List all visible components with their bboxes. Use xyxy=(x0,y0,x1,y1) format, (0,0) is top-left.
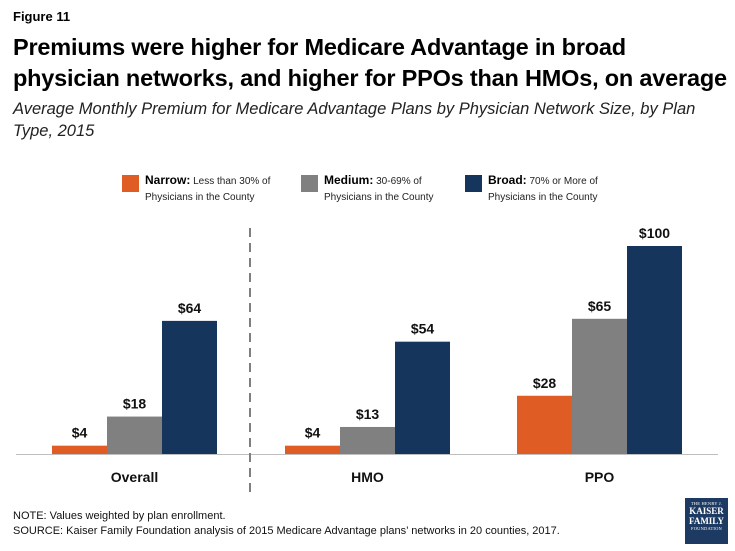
data-label-overall-medium: $18 xyxy=(123,396,147,412)
legend-item-narrow: Narrow: Less than 30% of Physicians in t… xyxy=(122,172,270,206)
legend-line1-narrow: Less than 30% of xyxy=(190,176,271,187)
bar-hmo-broad xyxy=(395,341,450,454)
chart-title: Premiums were higher for Medicare Advant… xyxy=(13,34,727,91)
legend-line2-narrow: Physicians in the County xyxy=(145,192,255,203)
chart-subtitle: Average Monthly Premium for Medicare Adv… xyxy=(13,100,696,140)
bar-overall-medium xyxy=(107,416,162,454)
logo-line1: THE HENRY J. xyxy=(690,501,723,506)
data-label-overall-narrow: $4 xyxy=(72,425,88,441)
legend-item-broad: Broad: 70% or More of Physicians in the … xyxy=(465,172,598,206)
bar-hmo-medium xyxy=(340,426,395,454)
legend-swatch-narrow xyxy=(122,175,139,192)
legend-line2-medium: Physicians in the County xyxy=(324,192,434,203)
category-label-overall: Overall xyxy=(111,469,158,485)
figure-label: Figure 11 xyxy=(13,9,71,24)
logo-line2: KAISER xyxy=(689,506,724,516)
source-text: SOURCE: Kaiser Family Foundation analysi… xyxy=(13,525,560,537)
note-text: NOTE: Values weighted by plan enrollment… xyxy=(13,510,226,522)
legend-line1-broad: 70% or More of xyxy=(526,176,598,187)
legend-line2-broad: Physicians in the County xyxy=(488,192,598,203)
data-label-hmo-broad: $54 xyxy=(411,321,435,337)
bar-ppo-broad xyxy=(627,246,682,454)
legend-bold-narrow: Narrow: xyxy=(145,173,191,187)
data-label-ppo-medium: $65 xyxy=(588,298,612,314)
kff-logo: THE HENRY J. KAISER FAMILY FOUNDATION xyxy=(685,498,728,544)
legend-bold-broad: Broad: xyxy=(488,173,527,187)
logo-line4: FOUNDATION xyxy=(691,526,722,531)
category-label-ppo: PPO xyxy=(585,469,615,485)
bar-hmo-narrow xyxy=(285,445,340,454)
data-label-hmo-medium: $13 xyxy=(356,406,380,422)
data-label-ppo-narrow: $28 xyxy=(533,375,557,391)
legend-line1-medium: 30-69% of xyxy=(373,176,422,187)
bar-ppo-medium xyxy=(572,318,627,454)
bar-overall-broad xyxy=(162,320,217,454)
bar-ppo-narrow xyxy=(517,395,572,454)
legend-bold-medium: Medium: xyxy=(324,173,374,187)
data-label-ppo-broad: $100 xyxy=(639,225,670,241)
legend-swatch-broad xyxy=(465,175,482,192)
data-label-overall-broad: $64 xyxy=(178,300,202,316)
data-label-hmo-narrow: $4 xyxy=(305,425,321,441)
legend-item-medium: Medium: 30-69% of Physicians in the Coun… xyxy=(301,172,434,206)
logo-line3: FAMILY xyxy=(688,516,724,526)
bar-overall-narrow xyxy=(52,445,107,454)
legend: Narrow: Less than 30% of Physicians in t… xyxy=(0,172,735,206)
legend-swatch-medium xyxy=(301,175,318,192)
category-label-hmo: HMO xyxy=(351,469,384,485)
